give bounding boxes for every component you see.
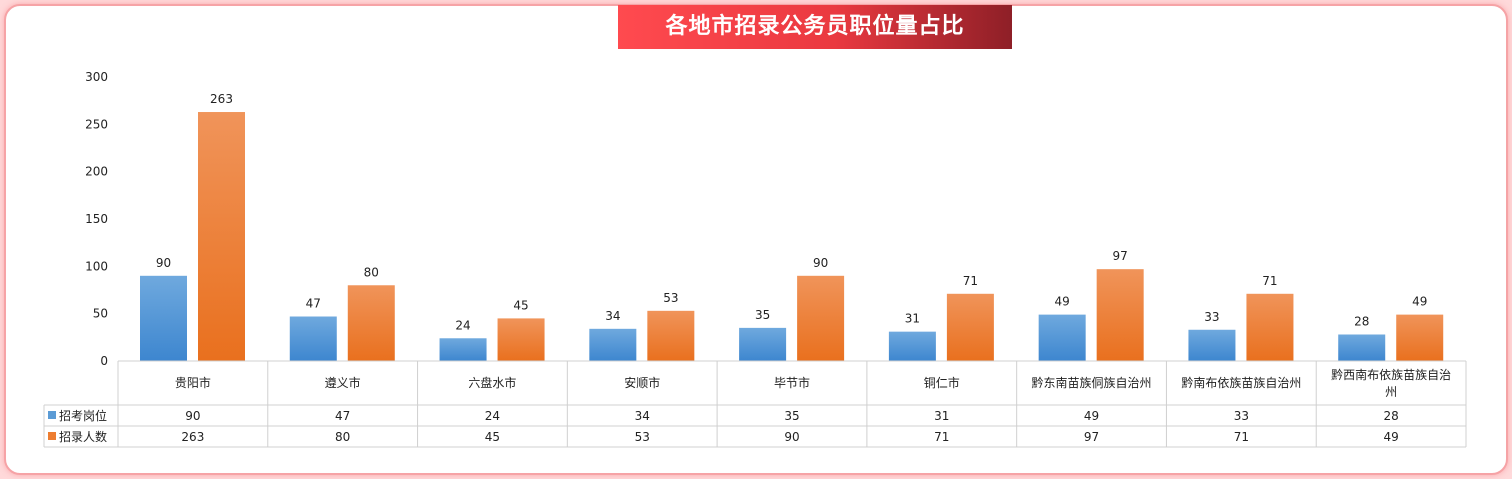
y-tick-label: 0 (100, 354, 108, 368)
legend-swatch (48, 411, 56, 419)
bar-positions (888, 331, 936, 361)
data-label: 71 (963, 274, 978, 288)
data-label: 31 (905, 312, 920, 326)
data-label: 47 (306, 297, 321, 311)
data-label: 49 (1412, 295, 1427, 309)
data-label: 90 (813, 256, 828, 270)
x-tick-label: 黔南布依族苗族自治州 (1181, 375, 1301, 390)
data-label: 28 (1354, 314, 1369, 328)
table-cell: 263 (181, 430, 204, 444)
table-cell: 34 (635, 409, 650, 423)
bar-hires (797, 275, 845, 361)
data-label: 45 (513, 298, 528, 312)
x-tick-label: 毕节市 (774, 375, 810, 390)
table-cell: 24 (485, 409, 500, 423)
table-cell: 33 (1234, 409, 1249, 423)
bar-hires (1396, 314, 1444, 361)
data-label: 97 (1113, 249, 1128, 263)
table-cell: 90 (185, 409, 200, 423)
table-cell: 71 (1234, 430, 1249, 444)
bar-positions (140, 275, 187, 361)
chart-frame (4, 4, 1508, 475)
x-tick-label: 黔东南苗族侗族自治州 (1032, 375, 1152, 390)
bar-positions (1338, 334, 1386, 361)
bar-positions (289, 316, 337, 361)
data-label: 33 (1204, 310, 1219, 324)
data-label: 90 (156, 256, 171, 270)
data-label: 35 (755, 308, 770, 322)
data-label: 34 (605, 309, 620, 323)
bar-hires (1246, 293, 1294, 361)
table-cell: 90 (784, 430, 799, 444)
bar-hires (647, 310, 695, 361)
bar-positions (1188, 329, 1236, 361)
table-cell: 80 (335, 430, 350, 444)
x-tick-label: 遵义市 (325, 375, 361, 390)
x-tick-label: 黔西南布依族苗族自治 (1331, 367, 1451, 382)
x-tick-label: 州 (1385, 385, 1397, 399)
bar-hires (1096, 269, 1144, 361)
data-label: 80 (364, 265, 379, 279)
table-cell: 53 (635, 430, 650, 444)
bar-positions (589, 328, 637, 361)
y-tick-label: 200 (85, 165, 108, 179)
y-tick-label: 150 (85, 212, 108, 226)
table-cell: 28 (1383, 409, 1398, 423)
x-tick-label: 六盘水市 (468, 375, 516, 390)
x-tick-label: 安顺市 (624, 375, 660, 390)
table-cell: 97 (1084, 430, 1099, 444)
bar-positions (439, 338, 487, 361)
table-cell: 47 (335, 409, 350, 423)
table-cell: 35 (784, 409, 799, 423)
bar-positions (1038, 314, 1086, 361)
bar-hires (198, 112, 245, 361)
x-tick-label: 铜仁市 (924, 375, 960, 390)
data-label: 49 (1055, 295, 1070, 309)
data-label: 71 (1262, 274, 1277, 288)
table-cell: 49 (1383, 430, 1398, 444)
table-cell: 71 (934, 430, 949, 444)
bar-hires (946, 293, 994, 361)
y-tick-label: 100 (85, 259, 108, 273)
legend-label: 招录人数 (59, 429, 107, 444)
bar-hires (347, 285, 395, 361)
data-label: 53 (663, 291, 678, 305)
legend-label: 招考岗位 (59, 408, 107, 423)
table-cell: 31 (934, 409, 949, 423)
data-label: 263 (210, 92, 233, 106)
table-cell: 49 (1084, 409, 1099, 423)
bar-positions (739, 327, 787, 361)
x-tick-label: 贵阳市 (175, 375, 211, 390)
y-tick-label: 250 (85, 117, 108, 131)
chart-title: 各地市招录公务员职位量占比 (618, 5, 1012, 49)
y-tick-label: 300 (85, 70, 108, 84)
legend-swatch (48, 432, 56, 440)
bar-hires (497, 318, 545, 361)
y-tick-label: 50 (93, 307, 108, 321)
data-label: 24 (455, 318, 470, 332)
table-cell: 45 (485, 430, 500, 444)
